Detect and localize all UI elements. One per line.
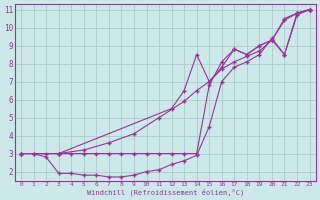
X-axis label: Windchill (Refroidissement éolien,°C): Windchill (Refroidissement éolien,°C): [87, 188, 244, 196]
